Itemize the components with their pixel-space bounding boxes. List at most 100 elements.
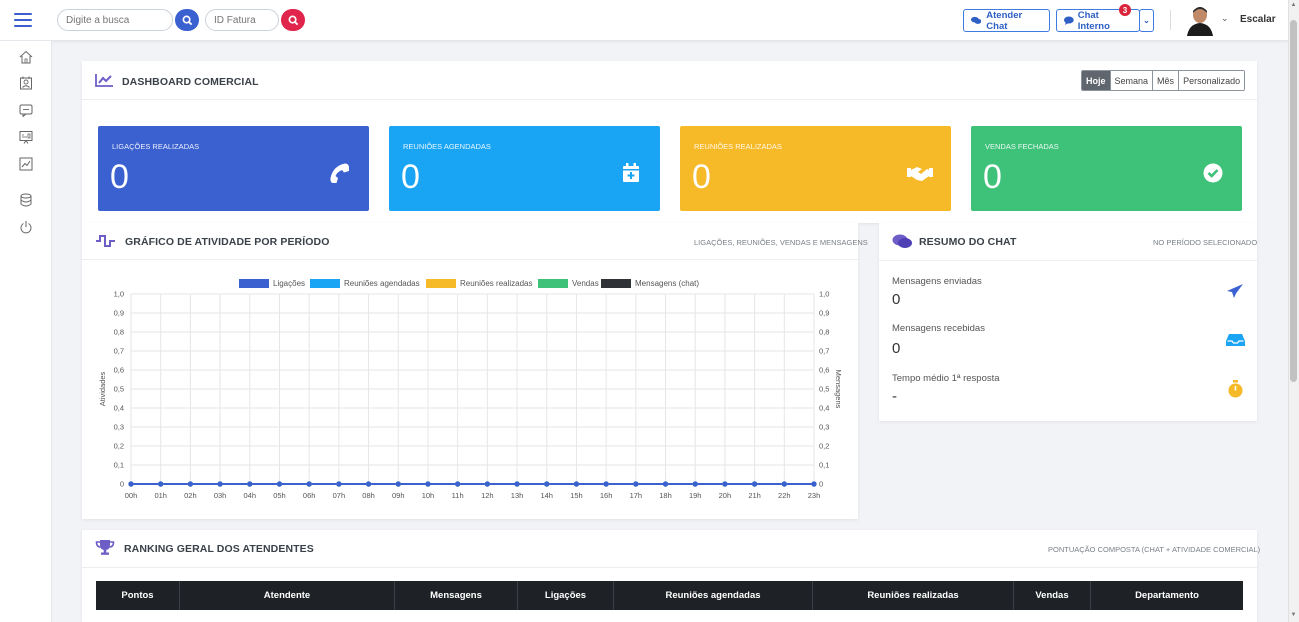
x-tick-label: 20h [719,491,732,500]
invoice-search-button[interactable] [281,9,305,31]
period-month-button[interactable]: Mês [1152,71,1179,90]
divider [82,99,1257,100]
x-tick-label: 00h [125,491,138,500]
data-point [247,481,253,487]
data-point [484,481,490,487]
y2-tick-label: 0,1 [819,461,829,470]
divider [82,567,1257,568]
y-tick-label: 0,9 [114,309,124,318]
y2-tick-label: 0,8 [819,328,829,337]
chart-area-icon [95,74,113,87]
column-points[interactable]: Pontos [96,581,180,610]
check-circle-icon [1203,163,1223,183]
column-held-meetings[interactable]: Reuniões realizadas [813,581,1014,610]
held-meetings-stat-card: REUNIÕES REALIZADAS 0 [680,126,951,211]
y-tick-label: 0,8 [114,328,124,337]
x-tick-label: 13h [511,491,524,500]
column-agent[interactable]: Atendente [180,581,395,610]
scroll-up-icon[interactable]: ▲ [1290,2,1297,8]
legend-label: Vendas [572,279,599,288]
message-icon[interactable] [19,103,33,117]
x-tick-label: 19h [689,491,702,500]
caret-down-icon: ⌄ [1143,16,1150,25]
column-department[interactable]: Departamento [1135,590,1199,601]
y2-tick-label: 0,4 [819,404,829,413]
y2-tick-label: 0,2 [819,442,829,451]
legend-scheduled-meetings[interactable]: Reuniões agendadas [310,279,420,288]
sidebar [0,41,52,622]
stopwatch-icon [1228,380,1243,398]
data-point [544,481,550,487]
sent-messages-value: 0 [892,291,901,308]
y-tick-label: 0,7 [114,347,124,356]
avatar[interactable] [1186,4,1214,36]
chart-line-icon[interactable] [19,157,33,171]
phone-icon [330,163,349,183]
scrollbar-thumb[interactable] [1290,20,1297,382]
page-title: DASHBOARD COMERCIAL [122,76,259,88]
y2-tick-label: 0,5 [819,385,829,394]
presentation-icon[interactable] [19,130,33,144]
x-tick-label: 22h [778,491,791,500]
divider [82,259,858,260]
y-tick-label: 0,3 [114,423,124,432]
comments-icon [971,16,982,24]
legend-calls[interactable]: Ligações [239,279,305,288]
y2-tick-label: 0,9 [819,309,829,318]
closed-sales-stat-card: VENDAS FECHADAS 0 [971,126,1242,211]
data-point [603,481,609,487]
attend-chat-button[interactable]: Atender Chat [963,9,1050,32]
x-tick-label: 02h [184,491,197,500]
x-tick-label: 08h [362,491,375,500]
menu-icon[interactable] [14,13,32,27]
power-icon[interactable] [19,220,33,234]
search-input[interactable] [57,9,173,31]
x-tick-label: 18h [659,491,672,500]
data-point [752,481,758,487]
legend-messages[interactable]: Mensagens (chat) [601,279,699,288]
data-point [365,481,372,487]
y-tick-label: 0,4 [114,404,124,413]
home-icon[interactable] [19,50,33,64]
data-point [781,481,787,487]
invoice-id-input[interactable] [205,9,279,31]
column-scheduled-meetings[interactable]: Reuniões agendadas [614,581,813,610]
internal-chat-dropdown[interactable]: ⌄ [1139,9,1154,32]
legend-label: Reuniões realizadas [460,279,533,288]
period-today-button[interactable]: Hoje [1082,71,1110,90]
chevron-down-icon[interactable]: ⌄ [1221,13,1229,23]
x-tick-label: 01h [154,491,167,500]
stat-value: 0 [110,158,129,196]
x-tick-label: 14h [540,491,553,500]
x-tick-label: 09h [392,491,405,500]
legend-held-meetings[interactable]: Reuniões realizadas [426,279,533,288]
x-tick-label: 05h [273,491,286,500]
period-custom-button[interactable]: Personalizado [1178,71,1245,90]
y-tick-label: 1,0 [114,290,124,299]
avg-response-time-value: - [892,388,897,405]
x-tick-label: 12h [481,491,494,500]
x-tick-label: 04h [244,491,257,500]
trophy-icon [95,540,115,555]
period-week-button[interactable]: Semana [1109,71,1153,90]
period-selector: Hoje Semana Mês Personalizado [1081,70,1246,91]
stat-label: VENDAS FECHADAS [985,142,1059,151]
user-name[interactable]: Escalar [1240,14,1276,25]
y2-axis-title: Mensagens [834,370,843,409]
column-calls[interactable]: Ligações [518,581,614,610]
data-point [514,481,520,487]
scroll-down-icon[interactable]: ▼ [1290,612,1297,618]
internal-chat-button[interactable]: Chat Interno 3 [1056,4,1140,32]
database-icon[interactable] [19,193,33,207]
x-tick-label: 21h [748,491,761,500]
legend-label: Mensagens (chat) [635,279,700,288]
search-button[interactable] [175,9,199,31]
comment-icon [1064,16,1074,25]
data-point [217,481,223,487]
divider [879,260,1257,261]
data-point [395,481,401,487]
column-sales[interactable]: Vendas [1014,581,1091,610]
contacts-icon[interactable] [19,76,33,90]
legend-sales[interactable]: Vendas [538,279,599,288]
column-messages[interactable]: Mensagens [395,581,518,610]
